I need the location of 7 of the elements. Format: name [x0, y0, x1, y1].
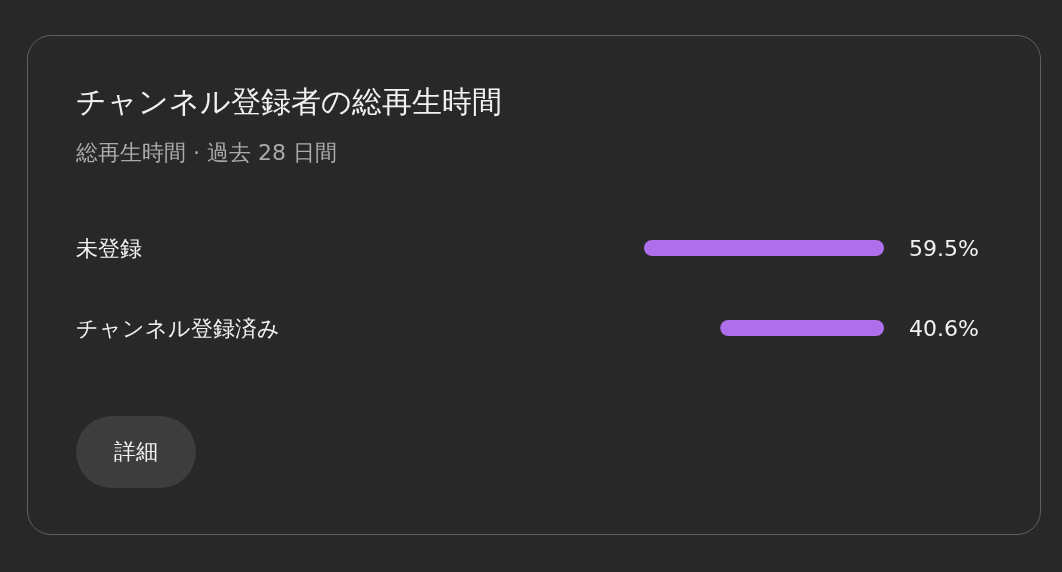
y-tick-label: 未登録: [76, 235, 142, 261]
data-label: 40.6%: [909, 315, 979, 341]
y-tick-label: チャンネル登録済み: [76, 315, 280, 341]
data-label: 59.5%: [909, 235, 979, 261]
text: 総再生時間 · 過去 28 日間: [75, 140, 337, 165]
text: チャンネル登録者の総再生時間: [76, 84, 502, 119]
details-button[interactable]: 詳細: [76, 416, 196, 488]
